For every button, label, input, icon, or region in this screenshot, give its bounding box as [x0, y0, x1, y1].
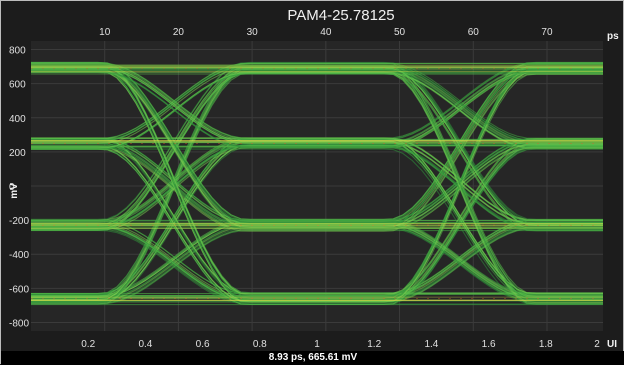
bottom-tick-label: 2 [594, 339, 600, 350]
bottom-tick-label: 1 [314, 339, 320, 350]
top-axis-unit: ps [607, 31, 619, 42]
eye-trace [31, 69, 603, 146]
bottom-tick-label: 1.2 [367, 339, 381, 350]
top-tick-label: 10 [99, 27, 111, 38]
top-axis-ticks: 10 20 30 40 50 60 70 [99, 27, 553, 38]
y-tick-label: -600 [9, 284, 29, 295]
bottom-tick-label: 0.2 [81, 339, 95, 350]
eye-trace [31, 73, 603, 306]
bottom-axis-ticks: 0.2 0.4 0.6 0.8 1 1.2 1.4 1.6 1.8 2 [81, 339, 600, 350]
eye-trace [31, 71, 603, 148]
bottom-tick-label: 1.4 [424, 339, 438, 350]
top-tick-label: 20 [173, 27, 185, 38]
bottom-tick-label: 1.6 [482, 339, 496, 350]
top-tick-label: 40 [320, 27, 332, 38]
eye-trace [31, 63, 603, 222]
bottom-tick-label: 1.8 [539, 339, 553, 350]
eye-trace [31, 144, 603, 228]
eye-trace [31, 69, 603, 229]
top-tick-label: 70 [541, 27, 553, 38]
y-tick-label: -400 [9, 250, 29, 261]
eye-trace [31, 230, 603, 305]
bottom-tick-label: 0.4 [138, 339, 152, 350]
y-tick-label: 0 [9, 182, 15, 193]
bottom-axis-unit: UI [607, 339, 617, 350]
eye-trace [31, 68, 603, 301]
eye-traces [31, 61, 603, 306]
y-tick-label: 200 [9, 148, 26, 159]
eye-trace [31, 63, 603, 140]
eye-trace [31, 71, 603, 304]
eye-trace [31, 147, 603, 305]
eye-trace [31, 61, 603, 220]
y-tick-label: 600 [9, 80, 26, 91]
eye-trace [31, 68, 603, 227]
top-tick-label: 50 [394, 27, 406, 38]
eye-trace [31, 146, 603, 304]
y-axis-label: mV [9, 183, 20, 199]
y-tick-label: -200 [9, 216, 29, 227]
eye-trace [31, 67, 603, 144]
chart-title: PAM4-25.78125 [287, 7, 394, 24]
eye-trace [31, 64, 603, 141]
top-tick-label: 60 [468, 27, 480, 38]
eye-trace [31, 70, 603, 303]
eye-trace [31, 147, 603, 231]
eye-trace [31, 63, 603, 295]
top-tick-label: 30 [247, 27, 259, 38]
y-tick-label: 800 [9, 46, 26, 57]
cursor-readout: 8.93 ps, 665.61 mV [1, 351, 624, 365]
y-tick-label: 400 [9, 114, 26, 125]
bottom-tick-label: 0.6 [196, 339, 210, 350]
eye-trace [31, 71, 603, 230]
eye-trace [31, 68, 603, 300]
y-tick-label: -800 [9, 318, 29, 329]
bottom-tick-label: 0.8 [253, 339, 267, 350]
left-axis-ticks: 800 600 400 200 0 -200 -400 -600 -800 [9, 46, 29, 330]
eye-trace [31, 65, 603, 298]
